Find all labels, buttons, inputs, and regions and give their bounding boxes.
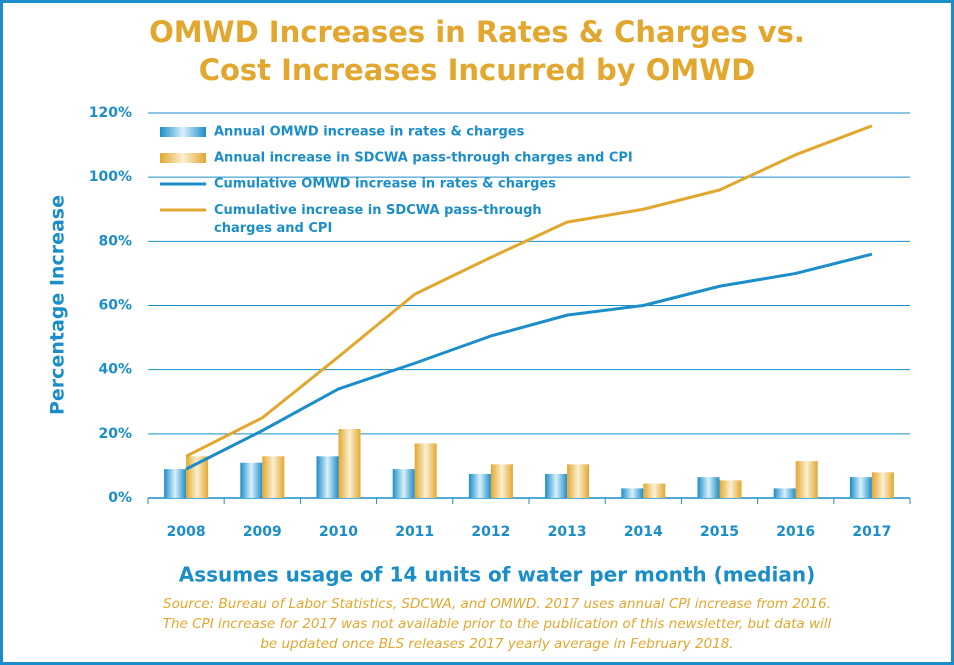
bar [164, 469, 187, 498]
x-tick-label: 2011 [395, 524, 434, 540]
legend-swatch [160, 127, 206, 137]
bar [871, 472, 894, 498]
bar [490, 464, 513, 498]
bar [697, 477, 720, 498]
x-tick-label: 2013 [548, 524, 587, 540]
legend-swatch [160, 153, 206, 163]
legend-label: Annual increase in SDCWA pass-through ch… [214, 151, 633, 166]
x-tick-label: 2015 [700, 524, 739, 540]
source-note: be updated once BLS releases 2017 yearly… [260, 636, 733, 652]
y-tick-label: 20% [98, 426, 132, 442]
legend-line: Cumulative increase in SDCWA pass-throug… [214, 203, 542, 218]
bar [545, 473, 568, 498]
y-tick-label: 80% [98, 233, 132, 249]
source-note: The CPI increase for 2017 was not availa… [163, 616, 832, 632]
bar [414, 443, 437, 498]
y-tick-label: 0% [108, 490, 132, 506]
chart-title: Cost Increases Incurred by OMWD [199, 53, 756, 87]
x-tick-label: 2012 [471, 524, 510, 540]
bar [240, 462, 263, 498]
bar [621, 488, 644, 498]
x-tick-label: 2009 [243, 524, 282, 540]
y-axis-label: Percentage Increase [47, 195, 69, 415]
bar [262, 456, 285, 498]
bar [795, 461, 818, 498]
bar [316, 456, 339, 498]
x-tick-label: 2010 [319, 524, 358, 540]
y-tick-label: 60% [98, 298, 132, 314]
bar [719, 480, 742, 498]
x-tick-label: 2017 [852, 524, 891, 540]
bar [338, 429, 361, 498]
bar [468, 473, 491, 498]
legend-label: Cumulative increase in SDCWA pass-throug… [214, 203, 542, 236]
y-tick-label: 100% [89, 169, 132, 185]
x-tick-label: 2008 [167, 524, 206, 540]
bar [392, 469, 415, 498]
y-tick-label: 120% [89, 105, 132, 121]
x-tick-label: 2014 [624, 524, 663, 540]
legend-line: charges and CPI [214, 221, 332, 236]
y-tick-label: 40% [98, 362, 132, 378]
legend-label: Annual OMWD increase in rates & charges [214, 125, 525, 140]
bar [773, 488, 796, 498]
line-series [185, 252, 873, 471]
source-note: Source: Bureau of Labor Statistics, SDCW… [163, 596, 831, 612]
bar [643, 483, 666, 498]
legend-label: Cumulative OMWD increase in rates & char… [214, 177, 556, 192]
chart-title: OMWD Increases in Rates & Charges vs. [149, 15, 805, 49]
bar [849, 477, 872, 498]
subtitle: Assumes usage of 14 units of water per m… [179, 563, 815, 587]
x-tick-label: 2016 [776, 524, 815, 540]
bar [567, 464, 590, 498]
line-series [185, 124, 873, 458]
